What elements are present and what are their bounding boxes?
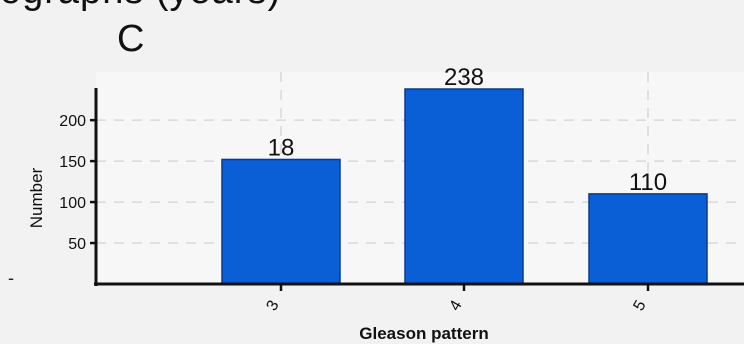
data-label-5: 110 (629, 169, 667, 196)
x-ticks: 3 4 5 (264, 284, 650, 314)
x-tick-label: 5 (631, 298, 650, 314)
y-tick-label: 50 (68, 236, 86, 253)
y-tick-label: 100 (59, 195, 86, 212)
x-axis-label: Gleason pattern (359, 324, 488, 343)
bar-4 (404, 88, 524, 285)
y-tick-label: 150 (59, 154, 86, 171)
cropped-top-text: ographs (years) (0, 0, 281, 13)
x-tick-label: 4 (447, 298, 466, 314)
panel-label: C (117, 18, 145, 60)
y-ticks: 50 100 150 200 (59, 113, 96, 253)
x-tick-label: 3 (264, 298, 283, 314)
data-label-4: 238 (444, 64, 484, 91)
y-axis-label: Number (27, 167, 46, 228)
left-edge-mark: - (8, 268, 14, 288)
bar-5 (588, 193, 708, 285)
y-tick-label: 200 (59, 113, 86, 130)
bar-3 (221, 158, 341, 285)
data-labels: 18 238 110 (268, 64, 667, 196)
data-label-3: 18 (268, 134, 295, 161)
bars (221, 88, 708, 285)
